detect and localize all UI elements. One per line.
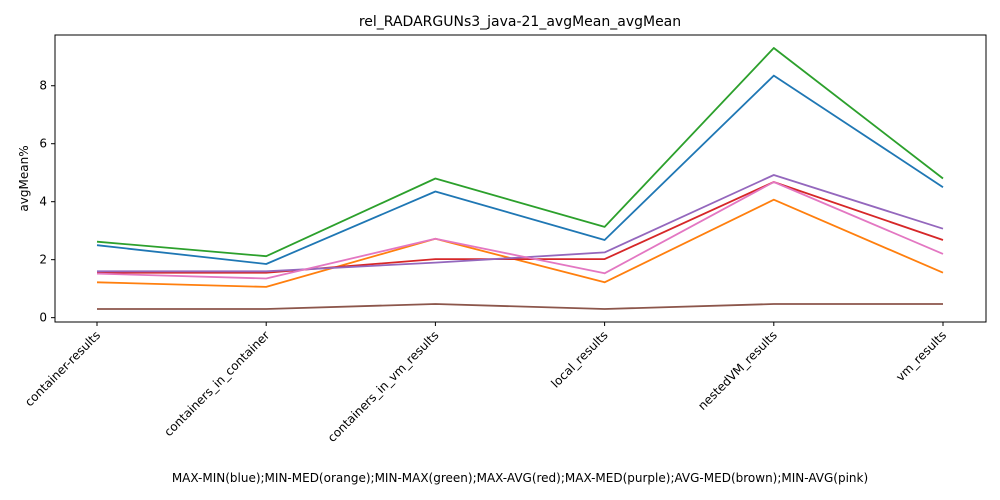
series-line-7 (96, 181, 944, 280)
series-line-3 (96, 47, 944, 258)
y-tick-label: 0 (39, 311, 47, 325)
y-axis: 0 2 4 6 8 (39, 79, 55, 325)
y-tick-label: 8 (39, 79, 47, 93)
chart-title: rel_RADARGUNs3_java-21_avgMean_avgMean (359, 14, 681, 30)
x-axis: container-results containers_in_container… (22, 322, 949, 445)
x-tick-label: container-results (22, 328, 103, 409)
x-tick-label: containers_in_vm_results (325, 328, 442, 445)
series-line-2 (96, 198, 944, 288)
series-line-5 (97, 174, 944, 273)
y-tick-label: 6 (39, 137, 47, 151)
x-tick-label: containers_in_container (161, 328, 272, 439)
series-line-6 (97, 303, 943, 310)
x-axis-label: MAX-MIN(blue);MIN-MED(orange);MIN-MAX(gr… (172, 471, 868, 485)
x-tick-label: vm_results (893, 328, 949, 384)
series-line-1 (96, 74, 944, 265)
y-tick-label: 2 (39, 253, 47, 267)
y-axis-label: avgMean% (17, 145, 31, 211)
plot-frame (54, 34, 987, 323)
series-layer (96, 47, 944, 310)
y-tick-label: 4 (39, 195, 47, 209)
series-line-4 (97, 181, 944, 274)
x-tick-label: local_results (548, 328, 610, 390)
x-tick-label: nestedVM_results (695, 328, 780, 413)
